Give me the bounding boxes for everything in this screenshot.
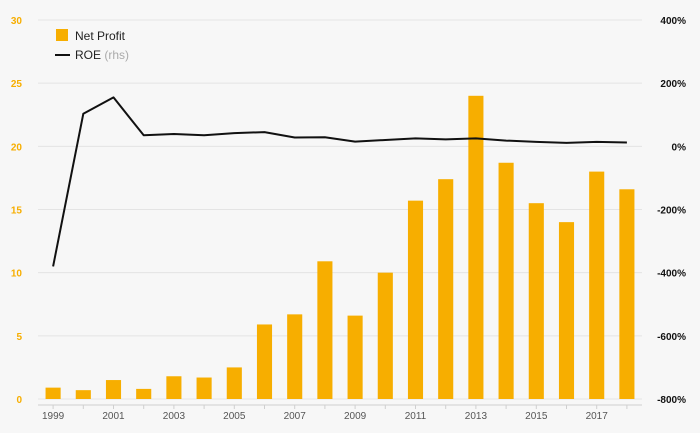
left-tick-label: 10 xyxy=(11,269,23,280)
left-tick-label: 25 xyxy=(11,79,23,90)
left-tick-label: 0 xyxy=(16,395,22,406)
bar-2018 xyxy=(619,189,635,399)
left-tick-label: 30 xyxy=(11,16,23,27)
x-tick-label: 2017 xyxy=(586,411,609,422)
legend-label-roe: ROE (rhs) xyxy=(75,48,129,62)
bar-1999 xyxy=(45,387,61,399)
bar-2000 xyxy=(75,390,91,399)
x-tick-label: 2015 xyxy=(525,411,548,422)
gridlines xyxy=(38,19,642,400)
x-tick-label: 2007 xyxy=(284,411,307,422)
bar-2008 xyxy=(317,261,333,399)
right-axis-ticks: -800% -600% -400% -200% 0% 200% 400% xyxy=(657,16,686,406)
right-tick-label: -200% xyxy=(657,206,686,217)
x-tick-label: 2011 xyxy=(405,411,427,422)
right-tick-label: -800% xyxy=(657,395,686,406)
right-tick-label: 400% xyxy=(660,16,686,27)
roe-line xyxy=(52,96,627,267)
x-tick-label: 2003 xyxy=(163,411,186,422)
bar-2004 xyxy=(196,377,212,399)
legend-swatch-net-profit xyxy=(56,29,68,41)
bar-2012 xyxy=(438,179,454,399)
bar-2010 xyxy=(377,272,393,399)
left-tick-label: 15 xyxy=(11,206,23,217)
right-tick-label: -600% xyxy=(657,332,686,343)
x-tick-label: 1999 xyxy=(42,411,65,422)
x-tick-label: 2001 xyxy=(102,411,125,422)
bar-series xyxy=(45,95,635,400)
bar-2002 xyxy=(136,388,152,399)
left-tick-label: 5 xyxy=(16,332,22,343)
left-axis-ticks: 0 5 10 15 20 25 30 xyxy=(11,16,23,406)
x-tick-label: 2009 xyxy=(344,411,367,422)
legend-roe-suffix: (rhs) xyxy=(104,48,129,62)
legend-label-net-profit: Net Profit xyxy=(75,29,126,43)
bar-2011 xyxy=(407,200,424,399)
bar-2016 xyxy=(558,222,575,399)
right-tick-label: 0% xyxy=(672,142,687,153)
bar-2009 xyxy=(347,315,363,399)
x-tick-label: 2013 xyxy=(465,411,488,422)
line-series xyxy=(52,96,628,267)
bar-2005 xyxy=(226,367,242,399)
legend-roe-text: ROE xyxy=(75,48,101,62)
bar-2014 xyxy=(498,162,514,399)
x-tick-label: 2005 xyxy=(223,411,246,422)
right-tick-label: -400% xyxy=(657,269,686,280)
bar-2017 xyxy=(589,171,605,399)
bar-2003 xyxy=(166,376,182,399)
bar-2007 xyxy=(287,314,303,399)
bar-2001 xyxy=(105,380,122,399)
bar-2013 xyxy=(468,95,484,400)
right-tick-label: 200% xyxy=(660,79,686,90)
bar-2015 xyxy=(528,203,544,399)
bar-2006 xyxy=(256,324,273,399)
left-tick-label: 20 xyxy=(11,142,23,153)
x-axis: 1999 2001 2003 2005 2007 2009 2011 2013 2015 2017 xyxy=(38,404,642,422)
legend: Net Profit ROE (rhs) xyxy=(55,29,129,62)
